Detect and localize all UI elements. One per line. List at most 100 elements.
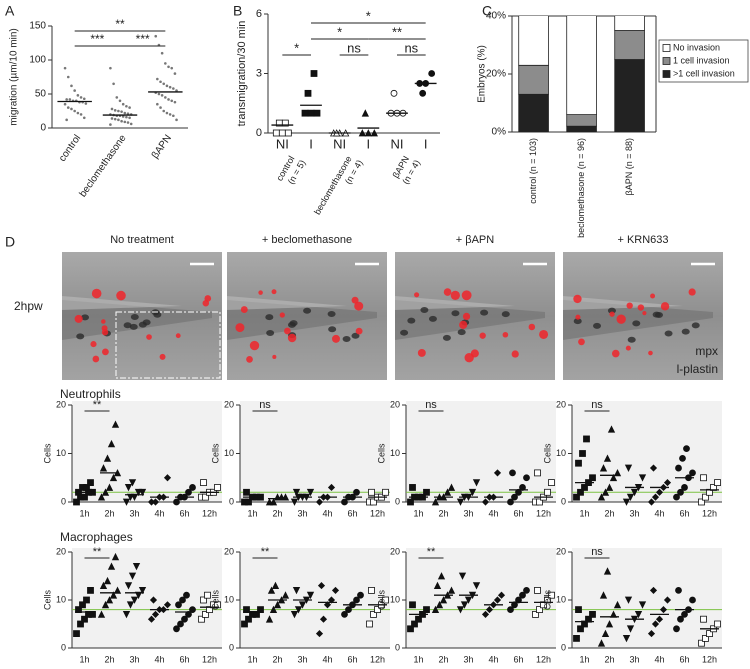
data-point	[281, 119, 289, 127]
data-point	[651, 493, 660, 501]
legend-label: No invasion	[673, 42, 720, 52]
data-point	[481, 610, 490, 618]
data-point	[109, 123, 112, 126]
bar-segment	[614, 30, 645, 60]
y-tick-label: 10	[556, 594, 566, 604]
data-point	[149, 596, 158, 604]
macrophage-spot	[414, 292, 420, 298]
data-point	[370, 611, 377, 618]
data-point	[126, 121, 130, 124]
data-point	[138, 587, 147, 595]
data-point	[364, 129, 372, 137]
data-point	[507, 606, 514, 613]
y-axis-label: Cells	[42, 443, 52, 464]
x-tick-label: 1h	[247, 508, 257, 518]
data-point	[83, 596, 90, 604]
data-point	[125, 104, 128, 108]
x-tick-label: 4h	[488, 654, 498, 664]
data-point	[109, 66, 112, 70]
macrophage-spot	[240, 306, 248, 314]
data-point	[272, 129, 280, 137]
data-point	[577, 488, 584, 496]
data-point	[63, 102, 67, 106]
y-axis-label: Embryos (%)	[477, 45, 488, 103]
data-point	[579, 450, 586, 457]
data-point	[164, 62, 167, 65]
data-point	[548, 479, 555, 487]
neutrophil-spot	[632, 320, 641, 327]
y-axis-label: Cells	[210, 443, 220, 464]
data-point	[509, 469, 516, 477]
data-point	[649, 586, 658, 594]
neutrophil-spot	[303, 307, 312, 314]
data-point	[573, 493, 580, 501]
data-point	[306, 488, 315, 497]
x-tick-label: βAPN	[150, 133, 174, 161]
macrophage-spot	[272, 354, 277, 359]
neutrophil-spot	[457, 329, 466, 336]
data-point	[110, 117, 114, 120]
data-point	[168, 113, 172, 116]
data-point	[81, 493, 88, 501]
neutrophil-spot	[681, 328, 690, 335]
legend-label: 1 cell invasion	[673, 55, 730, 65]
y-tick-label: 20	[390, 399, 400, 409]
data-point	[126, 112, 130, 116]
data-point	[132, 563, 141, 571]
y-tick-label: 10	[224, 594, 234, 604]
bar-segment	[518, 16, 549, 66]
data-point	[622, 498, 631, 506]
x-tick-label: 6h	[679, 508, 689, 518]
data-point	[679, 454, 686, 462]
y-tick-label: 10	[390, 448, 400, 458]
macrophage-spot	[74, 314, 83, 323]
data-point	[204, 591, 211, 599]
data-point	[82, 97, 86, 101]
neutrophil-spot	[266, 329, 275, 336]
data-point	[626, 493, 635, 502]
neutrophil-spot	[342, 336, 351, 343]
data-point	[368, 587, 375, 594]
data-point	[167, 65, 170, 69]
data-point	[278, 129, 286, 137]
data-point	[284, 129, 292, 137]
x-tick-label: 12h	[202, 508, 217, 518]
data-point	[647, 498, 656, 506]
significance-label: **	[261, 546, 270, 558]
data-point	[368, 488, 375, 496]
data-point	[511, 493, 518, 501]
bar-segment	[566, 125, 597, 132]
data-point	[156, 102, 159, 106]
data-point	[159, 80, 162, 84]
data-point	[655, 488, 664, 496]
x-tick-label: 4h	[322, 654, 332, 664]
data-point	[128, 572, 137, 580]
zoom-region	[115, 311, 221, 379]
plot-background	[572, 548, 722, 648]
x-tick-label: 3h	[129, 508, 139, 518]
data-point	[173, 498, 180, 506]
data-point	[675, 587, 682, 594]
data-point	[185, 488, 192, 496]
plot-background	[240, 548, 390, 648]
data-point	[165, 111, 169, 115]
data-point	[536, 498, 543, 506]
data-point	[107, 439, 116, 448]
bar-segment	[614, 59, 645, 132]
data-point	[301, 109, 309, 117]
data-point	[292, 488, 301, 497]
data-point	[532, 611, 539, 618]
macrophage-spot	[642, 311, 647, 316]
data-point	[120, 110, 123, 113]
data-point	[99, 464, 108, 472]
data-point	[382, 488, 389, 496]
macrophage-spot	[609, 311, 615, 317]
neutrophil-spot	[129, 323, 138, 330]
data-point	[200, 596, 207, 604]
data-point	[290, 498, 299, 506]
data-point	[198, 615, 205, 623]
data-point	[103, 454, 112, 462]
macrophage-spot	[351, 296, 359, 304]
row-label: Macrophages	[60, 530, 133, 544]
